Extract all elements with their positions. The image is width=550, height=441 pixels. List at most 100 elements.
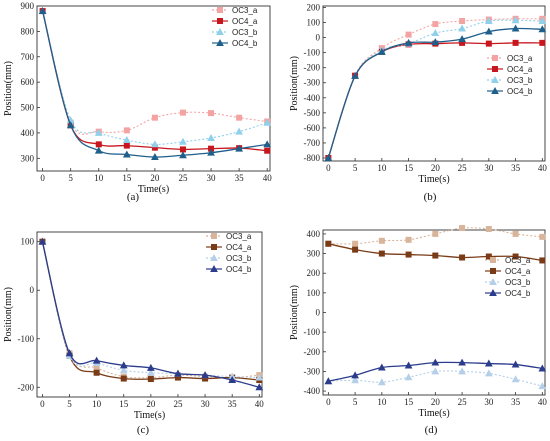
data-point — [432, 252, 439, 259]
data-point — [65, 349, 74, 357]
panel-label: (b) — [424, 191, 437, 203]
data-point — [151, 114, 158, 121]
data-point — [93, 369, 100, 376]
x-axis-label: Time(s) — [418, 408, 449, 419]
data-point — [512, 230, 519, 237]
data-point — [538, 25, 547, 33]
legend-label: OC4_a — [505, 267, 531, 276]
data-point — [351, 371, 359, 379]
data-point — [236, 114, 243, 121]
data-point — [95, 141, 102, 148]
data-point — [458, 367, 466, 375]
series-OC3_a — [325, 225, 546, 247]
legend-marker — [491, 55, 498, 62]
data-point — [122, 150, 131, 158]
data-point — [146, 363, 155, 371]
x-tick-label: 10 — [92, 399, 102, 409]
data-point — [151, 140, 159, 148]
data-point — [459, 254, 466, 261]
y-tick-label: 0 — [316, 308, 321, 318]
data-point — [264, 147, 271, 154]
y-tick-label: 800 — [21, 26, 35, 36]
y-tick-label: 100 — [307, 288, 321, 298]
y-tick-label: -300 — [304, 366, 321, 376]
legend-label: OC4_a — [507, 65, 533, 74]
x-tick-label: 35 — [511, 163, 521, 173]
data-point — [539, 39, 546, 46]
y-axis-label: Position(mm) — [289, 285, 300, 340]
x-tick-label: 0 — [40, 399, 45, 409]
data-point — [93, 364, 100, 371]
data-point — [255, 373, 264, 381]
y-tick-label: 200 — [307, 268, 321, 278]
x-tick-label: 30 — [484, 397, 494, 407]
data-point — [324, 377, 333, 385]
panel-label: (a) — [127, 191, 140, 203]
x-tick-label: 35 — [511, 397, 521, 407]
legend-marker — [210, 232, 217, 239]
data-point — [92, 356, 101, 364]
x-tick-label: 30 — [201, 399, 211, 409]
x-tick-label: 35 — [235, 173, 245, 183]
y-tick-label: -200 — [304, 347, 321, 357]
data-point — [404, 361, 413, 369]
legend-label: OC3_b — [232, 28, 258, 37]
data-point — [484, 369, 493, 377]
data-point — [459, 225, 466, 232]
legend-label: OC4_b — [232, 39, 258, 48]
legend-marker — [216, 27, 224, 35]
plot-frame — [36, 231, 263, 398]
x-tick-label: 5 — [68, 173, 73, 183]
data-point — [263, 118, 272, 126]
data-point — [432, 21, 439, 28]
data-point — [119, 366, 128, 374]
x-tick-label: 40 — [263, 173, 273, 183]
x-axis-label: Time(s) — [138, 184, 169, 195]
data-point — [512, 253, 519, 260]
data-point — [378, 250, 385, 257]
data-point — [458, 358, 466, 366]
legend-label: OC4_b — [226, 265, 252, 274]
x-tick-label: 30 — [207, 173, 217, 183]
x-tick-label: 35 — [228, 399, 238, 409]
data-point — [459, 18, 466, 25]
data-point — [66, 121, 75, 129]
data-point — [431, 358, 440, 366]
data-point — [94, 128, 103, 136]
data-point — [123, 127, 130, 134]
x-axis-label: Time(s) — [134, 410, 165, 421]
legend-marker — [216, 17, 223, 24]
y-tick-label: 300 — [21, 153, 35, 163]
data-point — [351, 71, 359, 79]
y-tick-label: 900 — [21, 1, 35, 11]
data-point — [511, 16, 520, 24]
data-point — [511, 24, 520, 32]
data-point — [405, 251, 412, 258]
data-point — [431, 29, 440, 37]
data-point — [377, 363, 386, 371]
y-tick-label: -100 — [304, 327, 321, 337]
data-point — [325, 240, 332, 247]
data-point — [377, 47, 386, 55]
data-point — [228, 375, 237, 383]
data-point — [485, 40, 492, 47]
data-point — [377, 378, 386, 386]
x-tick-label: 40 — [538, 163, 548, 173]
data-point — [146, 368, 155, 376]
x-tick-label: 0 — [40, 173, 45, 183]
data-point — [539, 233, 546, 240]
panel-label: (d) — [425, 424, 438, 436]
x-tick-label: 10 — [377, 163, 387, 173]
y-axis-label: Position(mm) — [3, 61, 14, 116]
x-axis-label: Time(s) — [418, 174, 449, 185]
series-OC3_b — [324, 367, 547, 390]
x-tick-label: 30 — [484, 163, 494, 173]
series-OC4_b — [324, 358, 547, 385]
x-tick-label: 40 — [255, 399, 265, 409]
y-tick-label: 300 — [307, 249, 321, 259]
series-OC4_b — [38, 7, 272, 160]
legend-marker — [489, 288, 497, 296]
x-tick-label: 20 — [146, 399, 156, 409]
data-point — [324, 153, 333, 161]
